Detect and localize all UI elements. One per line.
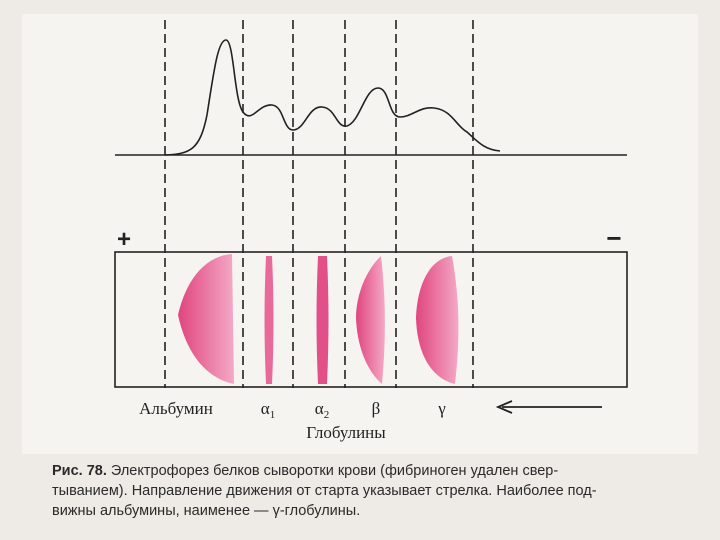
caption-line: тыванием). Направление движения от старт… bbox=[52, 483, 597, 499]
alpha2-band bbox=[316, 256, 329, 384]
arrow-head bbox=[495, 400, 513, 414]
alpha1-label: α1 bbox=[261, 399, 275, 421]
figure-number: Рис. 78. bbox=[52, 463, 107, 479]
subscript: 1 bbox=[270, 409, 276, 421]
gel-strip bbox=[114, 251, 628, 388]
direction-arrow bbox=[495, 400, 602, 414]
figure-area bbox=[22, 14, 698, 454]
bands bbox=[178, 254, 459, 384]
symbol: α bbox=[315, 399, 324, 418]
alpha1-band bbox=[264, 256, 274, 384]
albumin-band bbox=[178, 254, 234, 384]
beta-band bbox=[356, 256, 385, 384]
caption-line: Рис. 78. Электрофорез белков сыворотки к… bbox=[52, 463, 558, 479]
dashed-guides bbox=[164, 20, 474, 388]
subscript: 2 bbox=[324, 409, 330, 421]
symbol: α bbox=[261, 399, 270, 418]
gamma-label: γ bbox=[437, 399, 446, 418]
alpha2-label: α2 bbox=[315, 399, 329, 421]
densitogram-curve bbox=[164, 39, 501, 156]
plus-sign: + bbox=[117, 226, 131, 253]
gamma-band bbox=[416, 256, 459, 384]
albumin-label: Альбумин bbox=[139, 399, 213, 418]
globulins-label: Глобулины bbox=[306, 423, 386, 442]
caption-line: вижны альбумины, наименее — γ-глобулины. bbox=[52, 503, 360, 519]
caption-text: Электрофорез белков сыворотки крови (фиб… bbox=[111, 463, 558, 479]
minus-sign: − bbox=[606, 223, 621, 253]
beta-label: β bbox=[372, 399, 381, 418]
